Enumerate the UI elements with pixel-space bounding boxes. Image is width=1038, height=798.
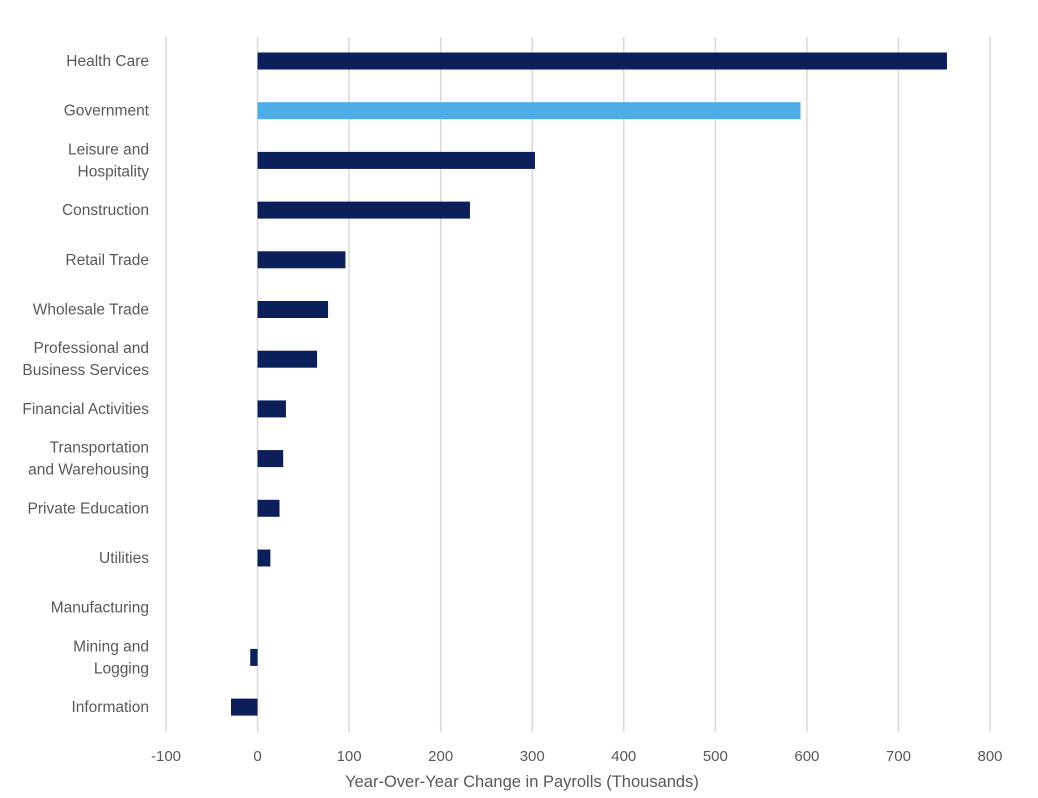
category-label-line: Information — [71, 699, 149, 716]
bar — [257, 450, 284, 468]
category-label: Information — [71, 699, 149, 716]
bar — [257, 400, 286, 418]
bar — [257, 52, 947, 70]
bar — [257, 251, 346, 269]
bar — [257, 549, 271, 567]
bar — [257, 102, 801, 120]
x-axis-title: Year-Over-Year Change in Payrolls (Thous… — [345, 773, 699, 791]
category-label: Leisure and Hospitality — [68, 141, 149, 180]
category-label-line: Private Education — [28, 500, 150, 517]
category-label: Professional and Business Services — [22, 340, 149, 379]
x-tick-label: 400 — [611, 748, 636, 765]
bar — [257, 350, 318, 368]
category-label-line: Mining and — [73, 638, 149, 655]
category-label-line: Leisure and — [68, 141, 149, 158]
bar — [250, 648, 258, 666]
x-tick-label: 800 — [977, 748, 1002, 765]
bars — [231, 52, 947, 716]
gridlines — [165, 37, 991, 732]
category-label: Financial Activities — [22, 401, 149, 418]
x-tick-label: 100 — [337, 748, 362, 765]
category-label-line: Hospitality — [78, 163, 150, 180]
category-label: Wholesale Trade — [33, 302, 149, 319]
category-label-line: Financial Activities — [22, 401, 149, 418]
x-tick-label: 300 — [520, 748, 545, 765]
category-label: Health Care — [66, 53, 149, 70]
category-label-line: Transportation — [50, 440, 149, 457]
bar — [257, 151, 535, 169]
category-label-line: Health Care — [66, 53, 149, 70]
category-label-line: Logging — [94, 660, 149, 677]
x-tick-label: 600 — [794, 748, 819, 765]
category-labels: Health Care Government Leisure and Hospital… — [22, 53, 149, 716]
bar — [231, 698, 258, 716]
category-label-line: Manufacturing — [51, 600, 149, 617]
category-label-line: Government — [64, 103, 150, 120]
bar — [257, 301, 329, 318]
category-label: Transportation and Warehousing — [28, 440, 149, 479]
category-label-line: Wholesale Trade — [33, 302, 149, 319]
x-tick-label: 700 — [886, 748, 911, 765]
bar — [257, 201, 470, 219]
category-label: Manufacturing — [51, 600, 149, 617]
category-label-line: Utilities — [99, 550, 149, 567]
category-label-line: Construction — [62, 202, 149, 219]
x-tick-label: 0 — [253, 748, 261, 765]
category-label-line: Business Services — [22, 362, 149, 379]
category-label: Private Education — [28, 500, 150, 517]
category-label-line: Professional and — [34, 340, 149, 357]
category-label-line: and Warehousing — [28, 462, 149, 479]
category-label: Government — [64, 103, 150, 120]
category-label: Utilities — [99, 550, 149, 567]
category-label: Retail Trade — [65, 252, 149, 269]
x-tick-label: 500 — [703, 748, 728, 765]
category-label-line: Retail Trade — [65, 252, 149, 269]
x-tick-label: -100 — [151, 748, 181, 765]
category-label: Mining and Logging — [73, 638, 149, 677]
category-label: Construction — [62, 202, 149, 219]
x-tick-labels: -100 0 100 200 300 400 500 600 700 800 — [151, 748, 1003, 765]
bar — [257, 499, 280, 517]
x-tick-label: 200 — [428, 748, 453, 765]
